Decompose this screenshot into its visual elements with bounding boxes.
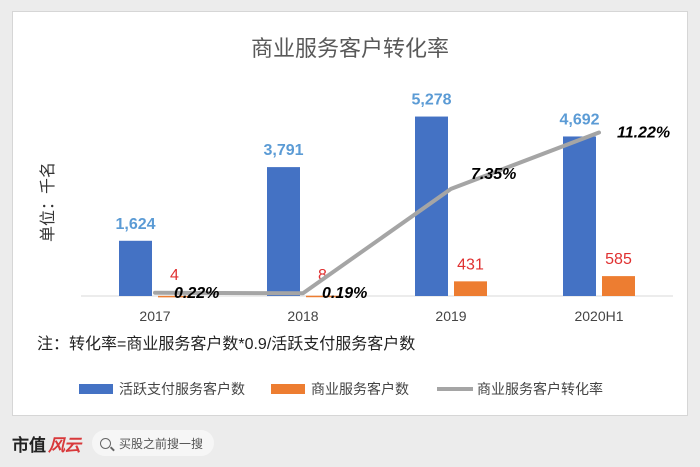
chart-note: 注：转化率=商业服务客户数*0.9/活跃支付服务客户数	[37, 335, 415, 353]
chart-card: 商业服务客户转化率 单位：千名 2017 2018 2019 2020H1 1,624 4 3,…	[12, 11, 688, 416]
footer-bar: 市值 风云 买股之前搜一搜	[12, 428, 214, 458]
legend-label: 商业服务客户转化率	[477, 381, 603, 397]
brand-logo[interactable]: 市值 风云	[12, 431, 81, 456]
y-axis-label: 单位：千名	[39, 162, 57, 242]
bar-commercial-service-customers	[306, 295, 339, 298]
brand-text: 市值	[12, 435, 46, 456]
bar-commercial-service-customers	[602, 276, 635, 296]
bar-active-payment-customers	[563, 136, 596, 296]
bar-active-payment-customers	[267, 167, 300, 296]
data-label-active-payment: 3,791	[263, 142, 303, 159]
legend-swatch	[79, 384, 113, 394]
data-label-commercial-service: 585	[605, 251, 632, 268]
x-tick-label: 2018	[287, 308, 318, 324]
search-box[interactable]: 买股之前搜一搜	[92, 430, 214, 456]
legend-label: 活跃支付服务客户数	[119, 381, 245, 397]
data-label-commercial-service: 4	[170, 267, 179, 284]
bar-commercial-service-customers	[454, 281, 487, 296]
bar-active-payment-customers	[119, 240, 152, 296]
x-tick-label: 2020H1	[574, 308, 623, 324]
x-tick-label: 2017	[139, 308, 170, 324]
data-label-commercial-service: 431	[457, 256, 484, 273]
search-icon	[100, 437, 111, 449]
x-tick-label: 2019	[435, 308, 466, 324]
data-label-active-payment: 5,278	[411, 92, 451, 109]
brand-mark: 风云	[48, 435, 81, 456]
bar-active-payment-customers	[415, 116, 448, 296]
legend-swatch	[271, 384, 305, 394]
data-label-commercial-service: 8	[318, 267, 327, 284]
search-text: 买股之前搜一搜	[119, 436, 204, 451]
data-label-conversion-rate: 7.35%	[471, 166, 516, 183]
data-label-active-payment: 1,624	[115, 216, 155, 233]
bar-commercial-service-customers	[158, 295, 191, 298]
data-label-conversion-rate: 0.19%	[322, 285, 367, 302]
legend-label: 商业服务客户数	[311, 381, 409, 397]
line-conversion-rate	[153, 130, 601, 296]
chart-title: 商业服务客户转化率	[251, 36, 449, 61]
data-label-conversion-rate: 0.22%	[174, 285, 219, 302]
data-label-active-payment: 4,692	[559, 111, 599, 128]
data-label-conversion-rate: 11.22%	[617, 125, 670, 142]
